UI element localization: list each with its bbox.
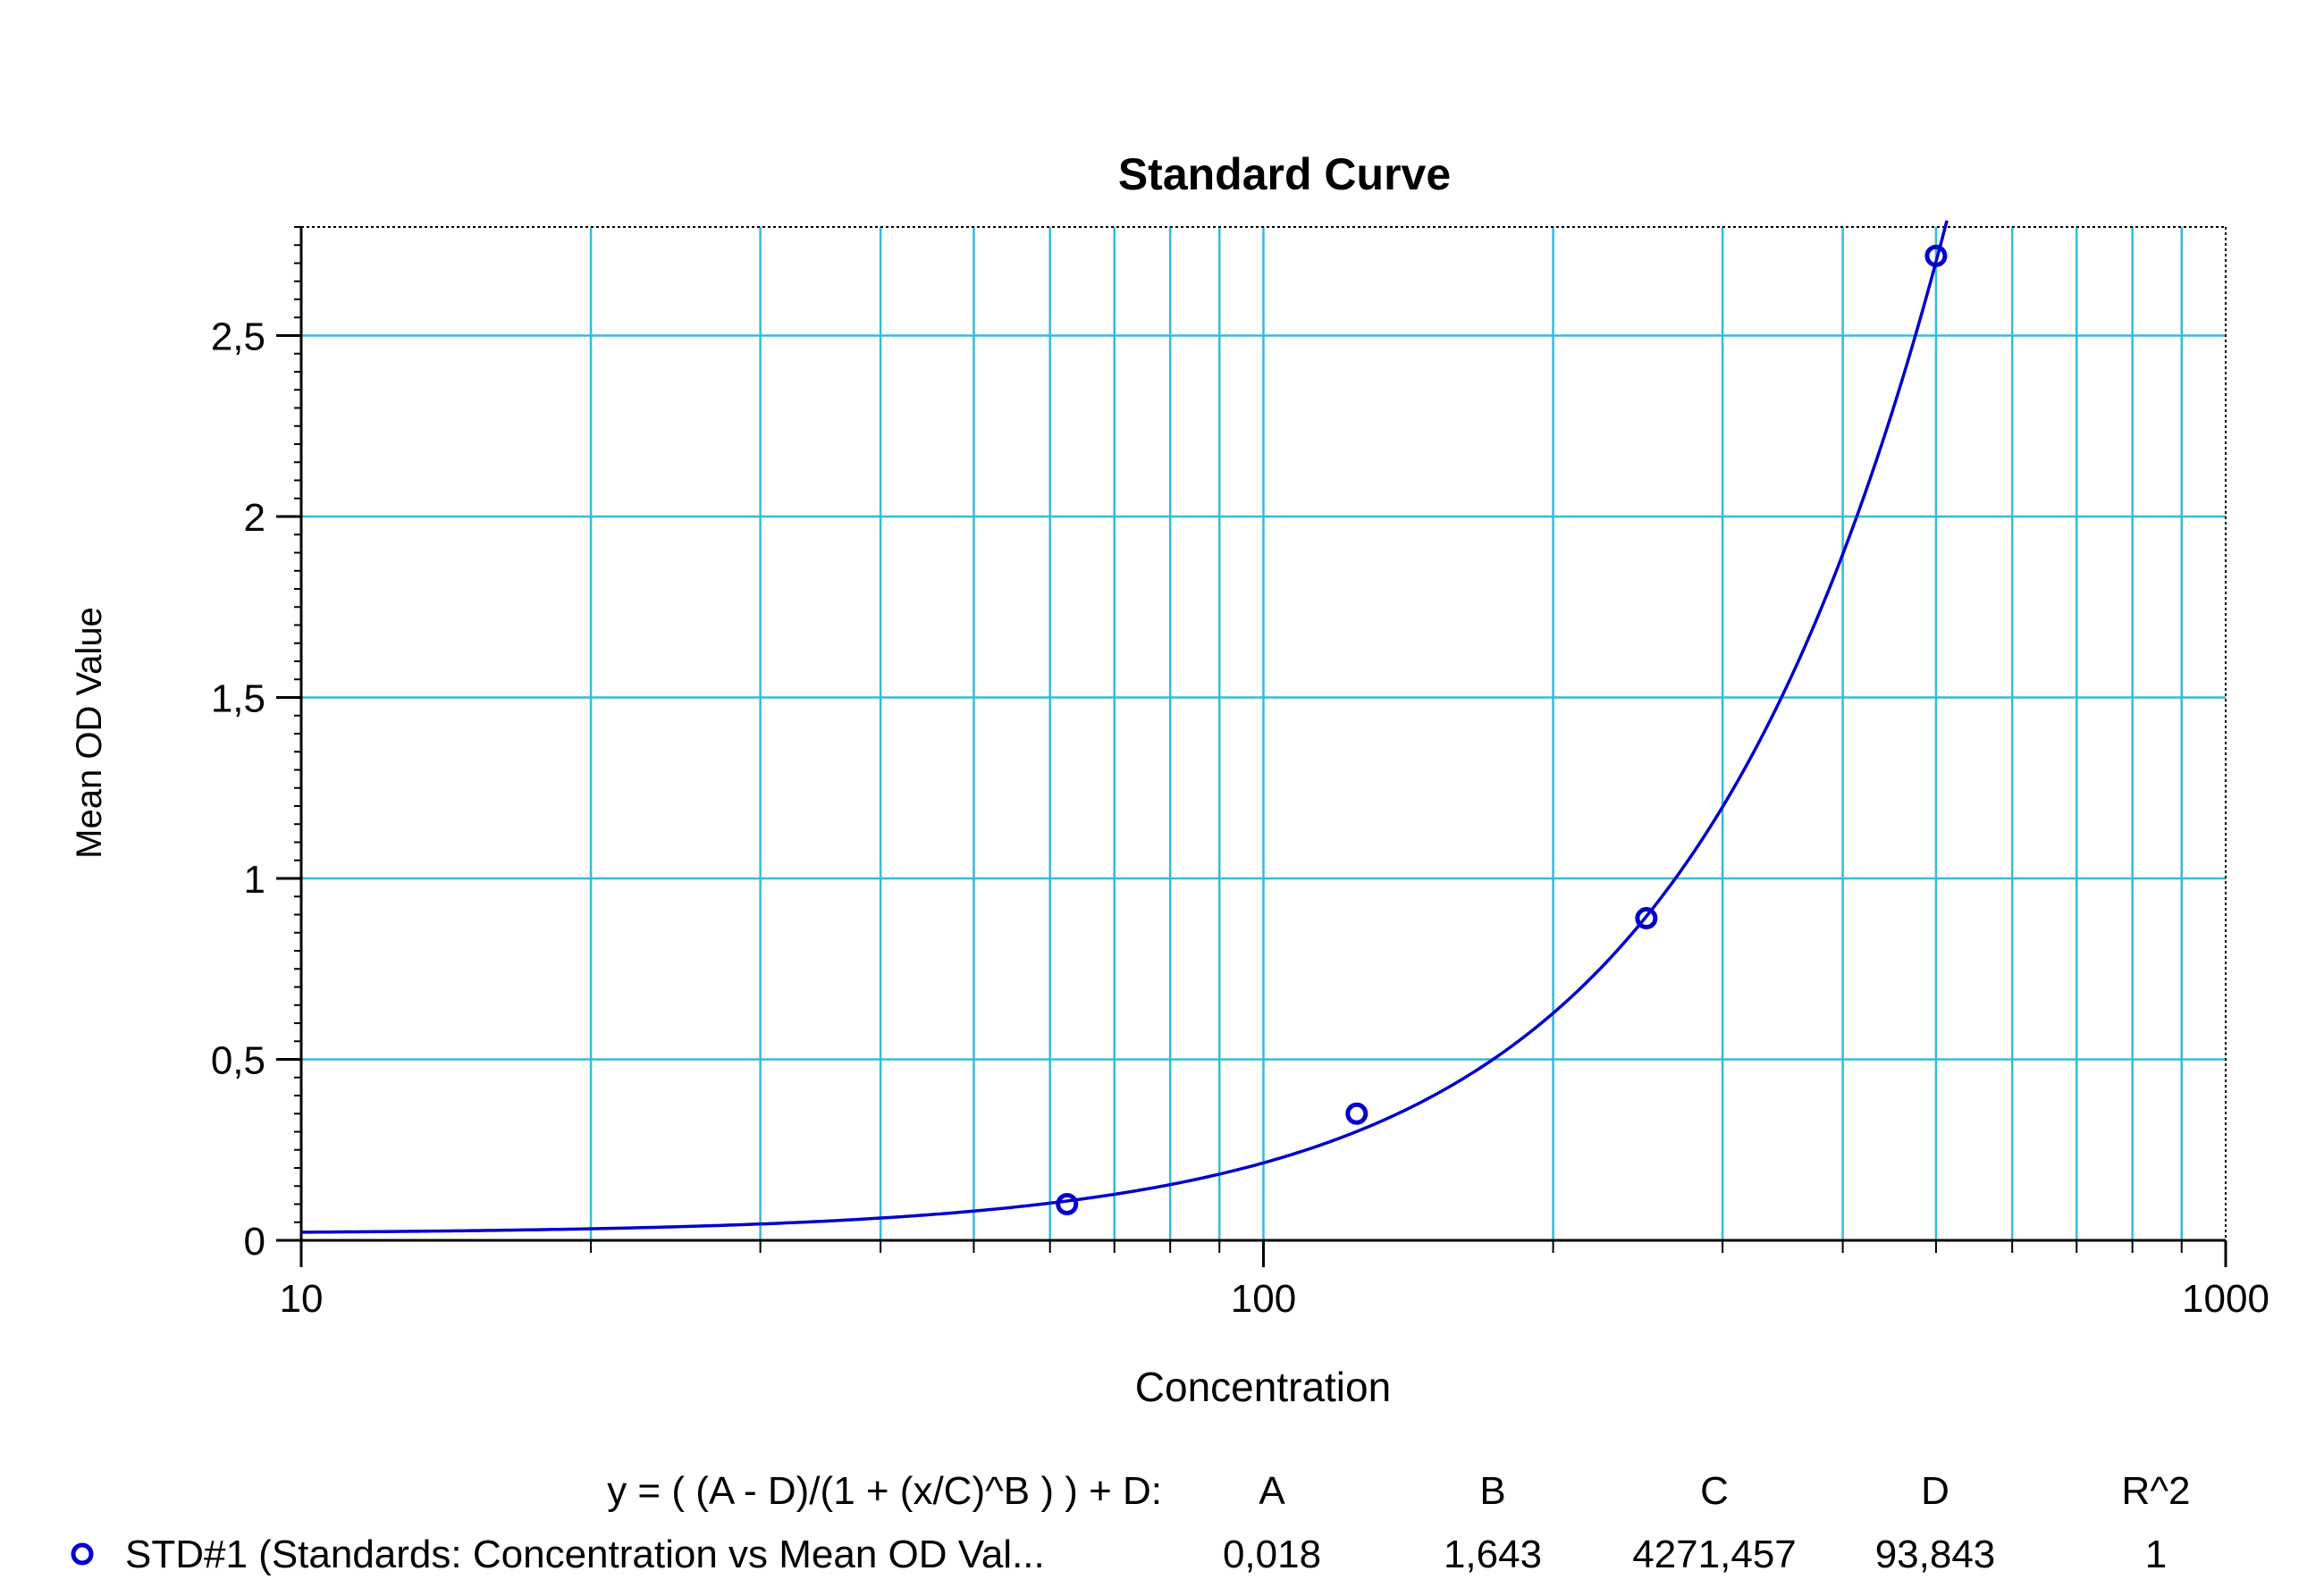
legend-header-a: A [1259,1469,1285,1513]
legend-series-marker [71,1542,94,1566]
legend-value: 4271,457 [1632,1533,1797,1576]
fit-equation: y = ( (A - D)/(1 + (x/C)^B ) ) + D: [607,1469,1162,1513]
fit-curve [300,220,1949,1234]
axis-layer [276,226,2227,1267]
legend-headers: A B C D R^2 [1259,1469,2190,1513]
legend-table: y = ( (A - D)/(1 + (x/C)^B ) ) + D: A B C D… [71,1469,2190,1576]
tick-label-layer: 0 0,5 1 1,5 2 2,5 10 100 1000 [211,315,2269,1322]
legend-header-b: B [1479,1469,1505,1513]
legend-value: 93,843 [1875,1533,1996,1576]
data-point [1345,1102,1368,1125]
legend-value: 1,643 [1444,1533,1542,1576]
x-axis-label: Concentration [1135,1364,1391,1410]
legend-header-c: C [1700,1469,1729,1513]
legend-values: 0,018 1,643 4271,457 93,843 1 [1223,1533,2167,1576]
y-tick-label: 0,5 [211,1039,265,1083]
chart-title: Standard Curve [1118,149,1451,199]
data-points-layer [1056,244,1948,1215]
y-tick-label: 2,5 [211,315,265,359]
legend-header-r2: R^2 [2122,1469,2191,1513]
data-point [1924,244,1948,267]
y-tick-label: 1 [244,858,265,902]
grid-layer [301,227,2226,1240]
y-tick-label: 2 [244,496,265,540]
legend-value: 0,018 [1223,1533,1321,1576]
y-axis-label: Mean OD Value [70,607,109,859]
legend-value: 1 [2145,1533,2167,1576]
legend-header-d: D [1921,1469,1949,1513]
y-tick-label: 1,5 [211,677,265,721]
fit-curve-layer [300,220,1949,1234]
legend-series-name: STD#1 (Standards: Concentration vs Mean … [125,1533,1045,1576]
y-tick-label: 0 [244,1220,265,1264]
data-point [1635,907,1658,930]
x-tick-label: 1000 [2182,1277,2269,1321]
data-point [1056,1193,1079,1215]
x-tick-label: 10 [280,1277,324,1321]
x-tick-label: 100 [1231,1277,1296,1321]
